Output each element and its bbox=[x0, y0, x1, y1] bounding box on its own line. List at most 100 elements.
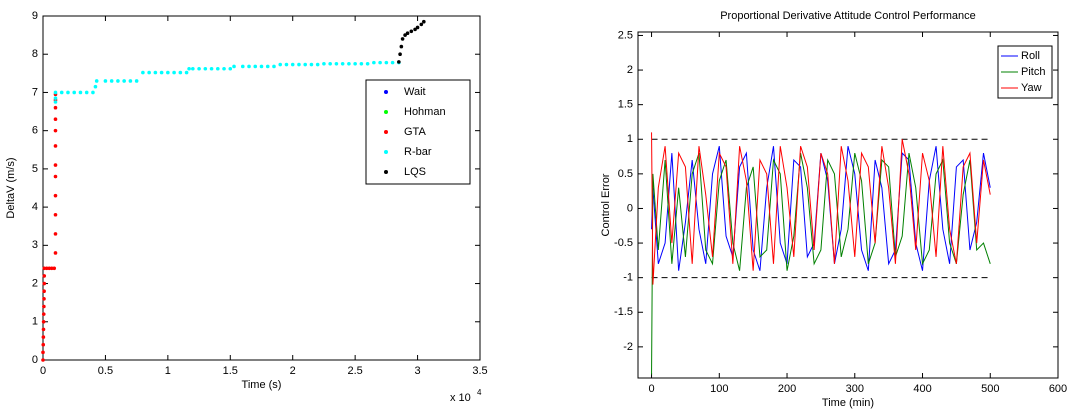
y-tick-label: 5 bbox=[32, 163, 38, 175]
scatter-point bbox=[247, 64, 251, 69]
legend-label: Hohman bbox=[404, 106, 446, 118]
scatter-point bbox=[91, 90, 95, 95]
line-series bbox=[651, 152, 991, 375]
scatter-point bbox=[297, 62, 301, 67]
scatter-point bbox=[232, 64, 236, 69]
y-tick-label: 2 bbox=[627, 64, 633, 76]
scatter-point bbox=[53, 100, 58, 104]
scatter-point bbox=[53, 90, 58, 95]
scatter-point bbox=[372, 60, 376, 65]
scatter-point bbox=[59, 90, 64, 95]
y-tick-label: 4 bbox=[32, 201, 38, 213]
scatter-point bbox=[334, 61, 339, 66]
scatter-point bbox=[53, 96, 58, 100]
scatter-point bbox=[240, 64, 245, 69]
legend-marker bbox=[384, 130, 388, 134]
legend-label: Wait bbox=[404, 86, 426, 98]
scatter-point bbox=[422, 19, 426, 24]
scatter-point bbox=[259, 64, 264, 69]
scatter-point bbox=[103, 79, 108, 83]
scatter-point bbox=[66, 90, 70, 95]
scatter-point bbox=[53, 117, 58, 121]
scatter-point bbox=[147, 70, 151, 75]
scatter-point bbox=[42, 274, 47, 278]
legend-marker bbox=[384, 110, 388, 114]
scatter-point bbox=[222, 66, 226, 71]
scatter-point bbox=[53, 105, 58, 110]
y-tick-label: 1 bbox=[627, 133, 633, 145]
scatter-point bbox=[53, 212, 58, 217]
y-tick-label: -0.5 bbox=[614, 237, 633, 249]
x-tick-label: 200 bbox=[778, 383, 796, 395]
scatter-point bbox=[378, 60, 382, 65]
x-tick-label: 0 bbox=[648, 383, 654, 395]
legend-label: LQS bbox=[404, 166, 426, 178]
scatter-point bbox=[184, 70, 189, 75]
y-tick-label: 9 bbox=[32, 10, 38, 22]
x-tick-label: 300 bbox=[846, 383, 864, 395]
y-axis-label: DeltaV (m/s) bbox=[5, 157, 17, 218]
scatter-point bbox=[42, 266, 47, 271]
scatter-point bbox=[53, 174, 58, 179]
scatter-point bbox=[178, 70, 183, 75]
legend-label: R-bar bbox=[404, 146, 432, 158]
scatter-point bbox=[42, 281, 47, 286]
scatter-point bbox=[413, 27, 417, 32]
x-tick-label: 500 bbox=[981, 383, 999, 395]
x-tick-label: 2 bbox=[290, 365, 296, 377]
scatter-point bbox=[41, 327, 46, 332]
legend-label: GTA bbox=[404, 126, 426, 138]
scatter-point bbox=[128, 79, 133, 83]
scatter-point bbox=[284, 62, 289, 67]
scatter-point bbox=[153, 70, 158, 75]
x-exponent-base: x 10 bbox=[450, 392, 471, 404]
scatter-point bbox=[72, 90, 77, 95]
x-axis-label: Time (min) bbox=[822, 397, 874, 409]
y-tick-label: -1.5 bbox=[614, 306, 633, 318]
scatter-point bbox=[419, 22, 424, 27]
scatter-point bbox=[141, 70, 145, 75]
scatter-point bbox=[109, 79, 114, 83]
line-series bbox=[651, 132, 991, 285]
x-tick-label: 1.5 bbox=[223, 365, 238, 377]
y-tick-label: 6 bbox=[32, 125, 38, 137]
y-tick-label: -1 bbox=[623, 272, 633, 284]
scatter-point bbox=[197, 66, 201, 71]
plot-area bbox=[637, 31, 1059, 379]
x-tick-label: 100 bbox=[710, 383, 728, 395]
scatter-point bbox=[409, 29, 414, 34]
scatter-point bbox=[42, 289, 46, 294]
x-exponent-power: 4 bbox=[477, 388, 482, 397]
scatter-point bbox=[94, 79, 99, 83]
y-tick-label: 0 bbox=[627, 202, 633, 214]
scatter-point bbox=[116, 79, 120, 83]
x-tick-label: 2.5 bbox=[347, 365, 362, 377]
scatter-point bbox=[216, 66, 220, 71]
scatter-point bbox=[228, 66, 233, 71]
scatter-point bbox=[347, 61, 351, 66]
y-tick-label: 0.5 bbox=[618, 168, 633, 180]
y-tick-label: 2 bbox=[32, 277, 38, 289]
y-tick-label: 7 bbox=[32, 86, 38, 98]
scatter-point bbox=[41, 312, 46, 316]
legend-marker bbox=[384, 90, 388, 94]
scatter-point bbox=[290, 62, 295, 67]
scatter-point bbox=[93, 84, 98, 89]
x-axis-label: Time (s) bbox=[242, 379, 282, 391]
scatter-point bbox=[365, 61, 370, 66]
scatter-point bbox=[159, 70, 164, 75]
scatter-point bbox=[322, 61, 326, 66]
x-tick-label: 400 bbox=[913, 383, 931, 395]
legend-label: Yaw bbox=[1021, 82, 1042, 94]
x-tick-label: 3 bbox=[415, 365, 421, 377]
chart-title: Proportional Derivative Attitude Control… bbox=[720, 10, 976, 22]
scatter-point bbox=[52, 266, 57, 271]
scatter-point bbox=[253, 64, 258, 69]
scatter-point bbox=[203, 66, 208, 71]
plot-area bbox=[42, 15, 481, 361]
scatter-point bbox=[191, 66, 195, 71]
scatter-point bbox=[272, 64, 276, 69]
scatter-point bbox=[41, 358, 45, 362]
legend-marker bbox=[384, 150, 388, 154]
